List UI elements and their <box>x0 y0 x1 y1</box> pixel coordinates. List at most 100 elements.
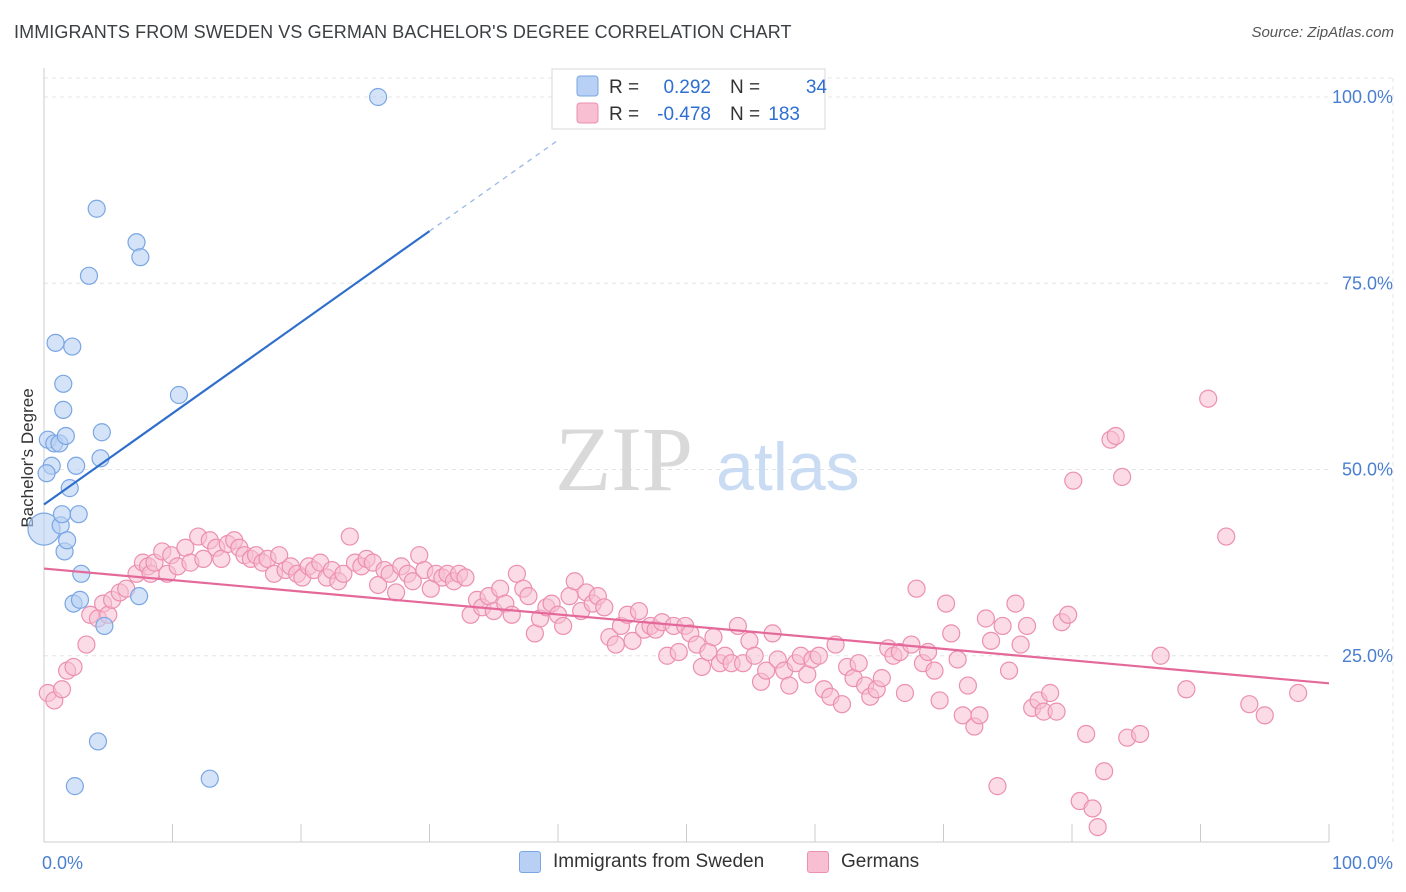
germans-point-50 <box>340 527 359 546</box>
legend-label-sweden: Immigrants from Sweden <box>553 851 765 872</box>
sweden-point-27 <box>127 233 146 252</box>
legend-r-value-1: 0.292 <box>663 77 711 98</box>
germans-point-159 <box>970 706 989 725</box>
watermark: ZIP atlas <box>555 408 860 510</box>
germans-point-187 <box>1177 680 1196 699</box>
watermark-zip: ZIP <box>555 408 693 510</box>
germans-point-183 <box>1113 467 1132 487</box>
x-tick-labels: 0.0% 100.0% <box>42 853 1393 873</box>
germans-point-154 <box>942 624 961 643</box>
germans-point-180 <box>1095 762 1114 781</box>
germans-point-192 <box>1289 683 1308 703</box>
legend-item-germans: Germans <box>807 851 919 873</box>
germans-point-126 <box>780 676 799 695</box>
germans-point-166 <box>1011 635 1030 654</box>
sweden-point-26 <box>95 616 114 636</box>
germans-point-135 <box>832 695 852 714</box>
germans-point-49 <box>334 564 353 583</box>
y-tick-label-100: 100.0% <box>1332 87 1393 107</box>
legend-n-value-2: 183 <box>768 104 800 125</box>
bottom-legend: Immigrants from Sweden Germans <box>0 851 1406 879</box>
sweden-point-28 <box>129 587 149 606</box>
germans-point-87 <box>554 616 573 636</box>
germans-point-122 <box>757 661 776 680</box>
sweden-point-30 <box>169 385 189 405</box>
legend-swatch-germans-bottom <box>807 851 829 873</box>
germans-point-70 <box>456 568 475 587</box>
germans-point-162 <box>988 777 1007 796</box>
germans-point-61 <box>403 572 422 591</box>
germans-point-190 <box>1240 695 1259 714</box>
sweden-point-4 <box>46 333 65 352</box>
germans-point-142 <box>872 668 891 688</box>
germans-point-178 <box>1083 799 1102 818</box>
germans-point-2 <box>52 680 72 699</box>
sweden-point-14 <box>63 337 82 356</box>
sweden-point-9 <box>54 400 73 419</box>
y-tick-label-25: 25.0% <box>1342 646 1393 666</box>
germans-point-146 <box>895 683 915 703</box>
germans-point-99 <box>623 631 642 650</box>
germans-point-151 <box>925 661 944 680</box>
germans-point-175 <box>1064 471 1083 490</box>
sweden-point-29 <box>131 248 150 267</box>
sweden-point-21 <box>79 266 99 285</box>
germans-point-171 <box>1041 683 1060 703</box>
x-tick-label-max: 100.0% <box>1332 853 1393 873</box>
legend-swatch-sweden <box>576 75 599 97</box>
sweden-point-7 <box>52 505 72 524</box>
legend-swatch-germans <box>576 102 599 124</box>
germans-point-179 <box>1088 817 1107 837</box>
axes <box>43 68 1330 843</box>
germans-point-174 <box>1059 605 1078 624</box>
germans-point-5 <box>77 635 96 654</box>
sweden-point-19 <box>70 590 90 609</box>
sweden-point-17 <box>67 456 86 475</box>
sweden-point-31 <box>200 769 219 788</box>
legend-swatch-sweden-bottom <box>519 851 541 873</box>
sweden-point-33 <box>37 464 56 483</box>
y-tick-label-50: 50.0% <box>1342 460 1393 480</box>
watermark-atlas: atlas <box>716 429 860 505</box>
legend-r-label-1: R = <box>609 77 639 98</box>
germans-point-89 <box>565 572 584 591</box>
germans-point-81 <box>519 587 538 606</box>
y-tick-label-75: 75.0% <box>1342 273 1393 293</box>
germans-point-161 <box>981 631 1001 650</box>
sweden-point-11 <box>56 426 75 446</box>
germans-point-188 <box>1199 389 1218 408</box>
sweden-point-22 <box>87 199 106 218</box>
germans-point-186 <box>1151 646 1170 665</box>
germans-point-177 <box>1077 724 1096 744</box>
sweden-point-8 <box>54 374 73 393</box>
germans-point-58 <box>386 583 406 602</box>
germans-point-152 <box>930 691 949 710</box>
sweden-point-16 <box>65 777 84 796</box>
sweden-trend-extension <box>429 139 559 232</box>
sweden-point-25 <box>92 423 111 442</box>
germans-point-172 <box>1047 702 1066 721</box>
stats-legend: R = 0.292 N = 34 R = -0.478 N = 183 <box>551 68 828 130</box>
germans-point-153 <box>936 594 956 613</box>
germans-point-25 <box>194 549 213 569</box>
chart-title: IMMIGRANTS FROM SWEDEN VS GERMAN BACHELO… <box>14 22 792 42</box>
germans-point-185 <box>1131 724 1150 744</box>
legend-n-value-1: 34 <box>806 77 828 98</box>
sweden-point-32 <box>369 87 388 107</box>
germans-point-113 <box>704 628 723 647</box>
germans-point-182 <box>1106 426 1125 446</box>
germans-point-189 <box>1217 527 1236 546</box>
legend-n-label-1: N = <box>730 77 760 98</box>
sweden-point-12 <box>58 531 77 550</box>
legend-label-germans: Germans <box>841 851 920 872</box>
sweden-points <box>27 87 388 796</box>
germans-point-107 <box>669 642 688 662</box>
germans-point-131 <box>809 646 828 665</box>
sweden-trend-line <box>43 230 431 506</box>
legend-r-label-2: R = <box>609 104 639 125</box>
y-tick-labels: 25.0% 50.0% 75.0% 100.0% <box>1332 87 1393 666</box>
sweden-point-20 <box>72 564 91 583</box>
y-axis-label: Bachelor's Degree <box>18 388 37 527</box>
germans-point-4 <box>64 657 83 677</box>
